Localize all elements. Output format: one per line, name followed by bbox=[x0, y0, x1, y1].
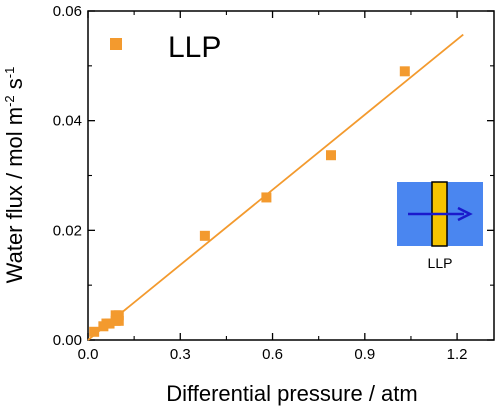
y-axis-title-prefix: Water flux / mol m bbox=[2, 107, 27, 283]
data-point bbox=[89, 326, 100, 337]
y-tick-label: 0.00 bbox=[53, 332, 82, 349]
x-tick-label: 1.2 bbox=[447, 346, 468, 363]
inset-schematic: LLP bbox=[397, 181, 483, 271]
data-point bbox=[104, 318, 115, 329]
x-tick-label: 0.0 bbox=[78, 346, 99, 363]
legend: LLP bbox=[110, 31, 221, 64]
y-tick-label: 0.04 bbox=[53, 113, 82, 130]
data-point bbox=[113, 310, 124, 321]
data-point bbox=[261, 192, 272, 203]
y-axis-title-mid: s bbox=[2, 78, 27, 95]
x-axis-title: Differential pressure / atm bbox=[166, 381, 417, 406]
legend-label: LLP bbox=[168, 31, 221, 64]
data-point bbox=[113, 315, 124, 326]
y-axis-title: Water flux / mol m-2 s-1 bbox=[2, 67, 27, 284]
inset-label: LLP bbox=[428, 255, 453, 271]
x-tick-label: 0.3 bbox=[170, 346, 191, 363]
data-point bbox=[325, 150, 336, 161]
tick-labels: 0.0 0.3 0.6 0.9 1.2 0.00 0.02 0.04 0.06 bbox=[53, 3, 468, 363]
y-axis-title-sup2: -1 bbox=[2, 67, 17, 79]
axis-ticks bbox=[87, 10, 494, 341]
y-axis-title-sup1: -2 bbox=[2, 95, 17, 107]
x-tick-label: 0.6 bbox=[262, 346, 283, 363]
y-tick-label: 0.06 bbox=[53, 3, 82, 20]
y-tick-label: 0.02 bbox=[53, 222, 82, 239]
data-points bbox=[89, 66, 410, 337]
data-point bbox=[399, 66, 410, 77]
fit-line bbox=[87, 33, 464, 341]
legend-marker bbox=[110, 38, 122, 50]
data-point bbox=[199, 230, 210, 241]
inset-arrow-head bbox=[457, 206, 473, 222]
x-tick-label: 0.9 bbox=[354, 346, 375, 363]
